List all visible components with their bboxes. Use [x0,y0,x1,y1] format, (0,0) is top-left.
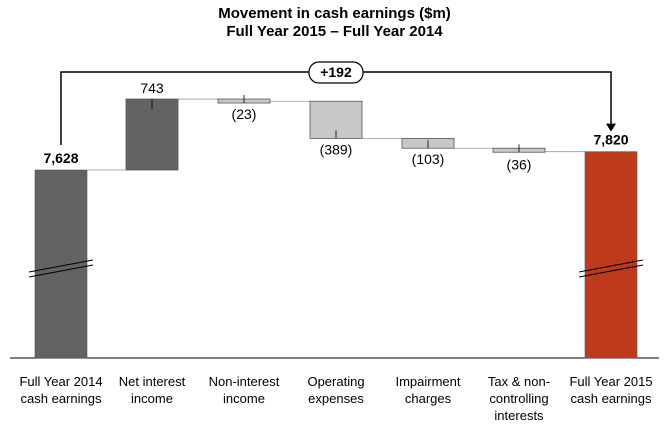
axis-break-mark [28,259,94,273]
axis-break-mark [28,264,94,278]
data-label: (23) [232,106,257,122]
category-label: Full Year 2014 cash earnings [19,374,103,406]
category-label: Net interest income [118,374,186,406]
category-label: Full Year 2015 cash earnings [569,374,653,406]
bar-total [34,169,88,359]
bar-delta [125,98,179,171]
chart-title: Movement in cash earnings ($m) [218,5,451,22]
category-label: Non-interest income [208,374,280,406]
axis-break-mark [578,264,644,278]
data-label: 7,628 [43,150,78,166]
data-label: (389) [320,141,353,157]
data-label: 7,820 [593,132,628,148]
bar-total [584,151,638,359]
chart-subtitle: Full Year 2015 – Full Year 2014 [226,23,443,40]
category-label: Impairment charges [395,374,461,406]
category-label: Tax & non-controlling interests [487,374,551,423]
total-change-label: +192 [320,64,352,80]
data-label: (36) [507,157,532,173]
total-change-badge [308,61,364,84]
data-label: (103) [412,151,445,167]
category-label: Operating expenses [307,374,365,406]
axis-break-mark [578,259,644,273]
data-label: 743 [140,80,164,96]
bracket-arrowhead [606,123,616,132]
